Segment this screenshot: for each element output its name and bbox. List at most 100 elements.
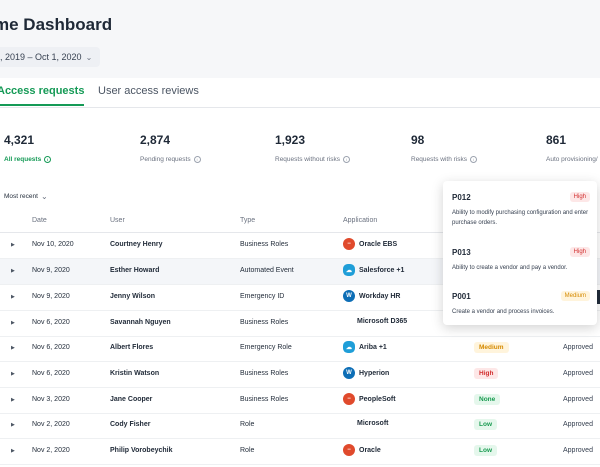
workday-icon: W [343,367,355,379]
expand-row-icon[interactable]: ▶ [11,294,15,300]
page-title: me Dashboard [0,15,113,34]
stat-label: Auto provisioning/ [546,156,598,163]
stat-label: Requests with risks [411,156,467,163]
app-name: Oracle EBS [359,240,398,248]
table-row[interactable]: ▶ Nov 6, 2020 Kristin Watson Business Roles… [0,362,600,388]
sort-dropdown[interactable]: Most recent ⌄ [4,192,48,201]
risk-description: Ability to modify purchasing configurati… [452,210,589,226]
risk-details-popup: P012 High Ability to modify purchasing con… [443,181,597,325]
row-type: Automated Event [240,267,294,274]
stat-auto-provisioning[interactable]: 861 Auto provisioning/ [546,133,598,163]
expand-row-icon[interactable]: ▶ [11,371,15,377]
row-user: Courtney Henry [110,241,163,248]
table-header: Date User Type Application [0,212,600,233]
expand-row-icon[interactable]: ▶ [11,242,15,248]
row-type: Business Roles [240,241,289,248]
stat-label: All requests [4,156,42,163]
row-application: ☁ Ariba +1 [343,341,387,353]
dashboard-header: me Dashboard , 2019 – Oct 1, 2020 ⌄ [0,0,600,78]
table-row[interactable]: ▶ Nov 3, 2020 Jane Cooper Business Roles − Pe… [0,388,600,414]
row-user: Jane Cooper [110,396,153,403]
row-user: Philip Vorobeychik [110,447,173,454]
column-header-date[interactable]: Date [32,217,47,224]
chevron-down-icon: ⌄ [85,52,93,62]
row-application: − Oracle [343,444,381,456]
row-application: − Oracle EBS [343,238,397,250]
app-name: Hyperion [359,369,390,377]
column-header-application[interactable]: Application [343,217,378,224]
row-user: Jenny Wilson [110,293,156,300]
stat-label: Requests without risks [275,156,341,163]
app-name: Oracle [359,446,381,454]
row-user: Cody Fisher [110,421,151,428]
row-date: Nov 6, 2020 [32,344,70,351]
risk-id: P013 [452,248,471,257]
scrollbar[interactable] [597,290,600,304]
stat-value: 4,321 [4,133,35,147]
row-date: Nov 9, 2020 [32,293,70,300]
risk-badge: Low [474,419,497,430]
expand-row-icon[interactable]: ▶ [11,397,15,403]
status-text: Approved [563,396,593,403]
expand-row-icon[interactable]: ▶ [11,268,15,274]
info-icon: i [44,156,52,163]
row-type: Business Roles [240,396,289,403]
row-application: W Hyperion [343,367,389,379]
table-row[interactable]: ▶ Nov 6, 2020 Albert Flores Emergency Role ☁… [0,336,600,362]
risk-id: P001 [452,292,471,301]
stat-all-requests[interactable]: 4,321 All requests i [4,133,52,163]
app-name: Salesforce +1 [359,266,405,274]
table-row[interactable]: ▶ Nov 6, 2020 Savannah Nguyen Business Role… [0,311,600,337]
expand-row-icon[interactable]: ▶ [11,320,15,326]
row-date: Nov 3, 2020 [32,396,70,403]
status-text: Approved [563,447,593,454]
status-text: Approved [563,421,593,428]
stat-requests-without-risks[interactable]: 1,923 Requests without risks i [275,133,351,163]
column-header-user[interactable]: User [110,217,125,224]
tab-user-access-reviews[interactable]: User access reviews [98,85,199,97]
stat-label: Pending requests [140,156,191,163]
stat-value: 98 [411,133,425,147]
app-name: Ariba +1 [359,343,387,351]
oracle-icon: − [343,393,355,405]
info-icon: i [343,156,351,163]
salesforce-icon: ☁ [343,264,355,276]
risk-badge: Low [474,445,497,456]
risk-level-badge: High [569,192,590,202]
row-user: Savannah Nguyen [110,319,171,326]
row-type: Role [240,421,255,428]
app-name: Microsoft [357,419,389,427]
risk-badge: None [474,394,501,405]
info-icon: i [193,156,201,163]
stat-requests-with-risks[interactable]: 98 Requests with risks i [411,133,477,163]
row-type: Role [240,447,255,454]
risk-id: P012 [452,193,471,202]
oracle-icon: − [343,444,355,456]
row-type: Emergency ID [240,293,285,300]
row-application: Microsoft D365 [343,316,407,326]
app-name: Microsoft D365 [357,317,408,325]
status-text: Approved [563,370,593,377]
risk-level-badge: High [569,247,590,257]
table-row[interactable]: ▶ Nov 2, 2020 Cody Fisher Role Microsoft Low A… [0,413,600,439]
expand-row-icon[interactable]: ▶ [11,448,15,454]
expand-row-icon[interactable]: ▶ [11,345,15,351]
row-user: Albert Flores [110,344,154,351]
table-row[interactable]: ▶ Nov 10, 2020 Courtney Henry Business Role… [0,233,600,259]
stat-pending-requests[interactable]: 2,874 Pending requests i [140,133,201,163]
risk-badge: Medium [474,342,509,353]
date-range-picker[interactable]: , 2019 – Oct 1, 2020 ⌄ [0,47,101,67]
table-row[interactable]: ▶ Nov 9, 2020 Jenny Wilson Emergency ID W Wor… [0,285,600,311]
expand-row-icon[interactable]: ▶ [11,422,15,428]
table-row[interactable]: ▶ Nov 2, 2020 Philip Vorobeychik Role − Oracl… [0,439,600,465]
risk-badge: High [474,368,499,379]
date-range-label: , 2019 – Oct 1, 2020 [0,52,82,62]
microsoft-icon [343,316,353,326]
workday-icon: W [343,290,355,302]
column-header-type[interactable]: Type [240,217,256,224]
stat-value: 1,923 [275,133,306,147]
oracle-icon: − [343,238,355,250]
row-date: Nov 6, 2020 [32,319,70,326]
tab-access-requests[interactable]: Access requests [0,85,85,106]
row-application: Microsoft [343,418,389,428]
